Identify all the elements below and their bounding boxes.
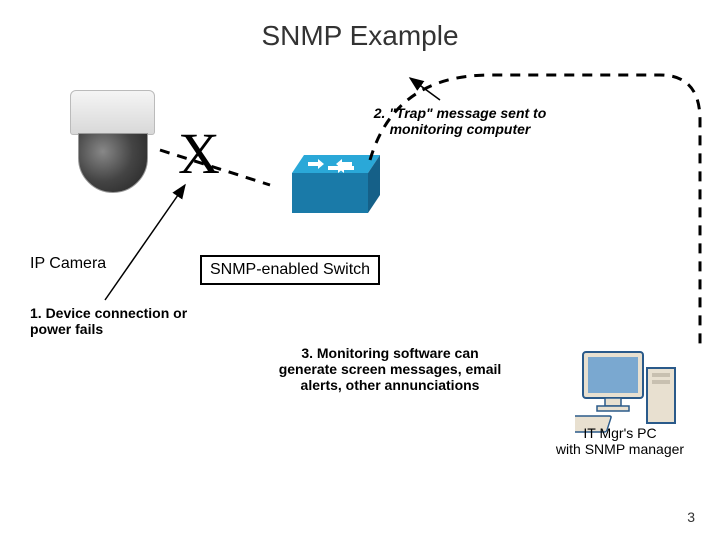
step2-text: 2. "Trap" message sent to monitoring com… [355,105,565,137]
camera-label: IP Camera [30,255,106,273]
failure-x-mark: X [178,120,220,187]
slide-title: SNMP Example [0,20,720,52]
step1-text: 1. Device connection or power fails [30,305,190,337]
pc-label-line2: with SNMP manager [556,441,684,457]
switch-icon [280,155,380,230]
switch-label: SNMP-enabled Switch [200,255,380,285]
pc-label-line1: IT Mgr's PC [583,425,656,441]
pc-label: IT Mgr's PC with SNMP manager [530,425,710,457]
step3-text: 3. Monitoring software can generate scre… [275,345,505,393]
ip-camera-icon [70,90,155,200]
slide-number: 3 [687,509,695,525]
